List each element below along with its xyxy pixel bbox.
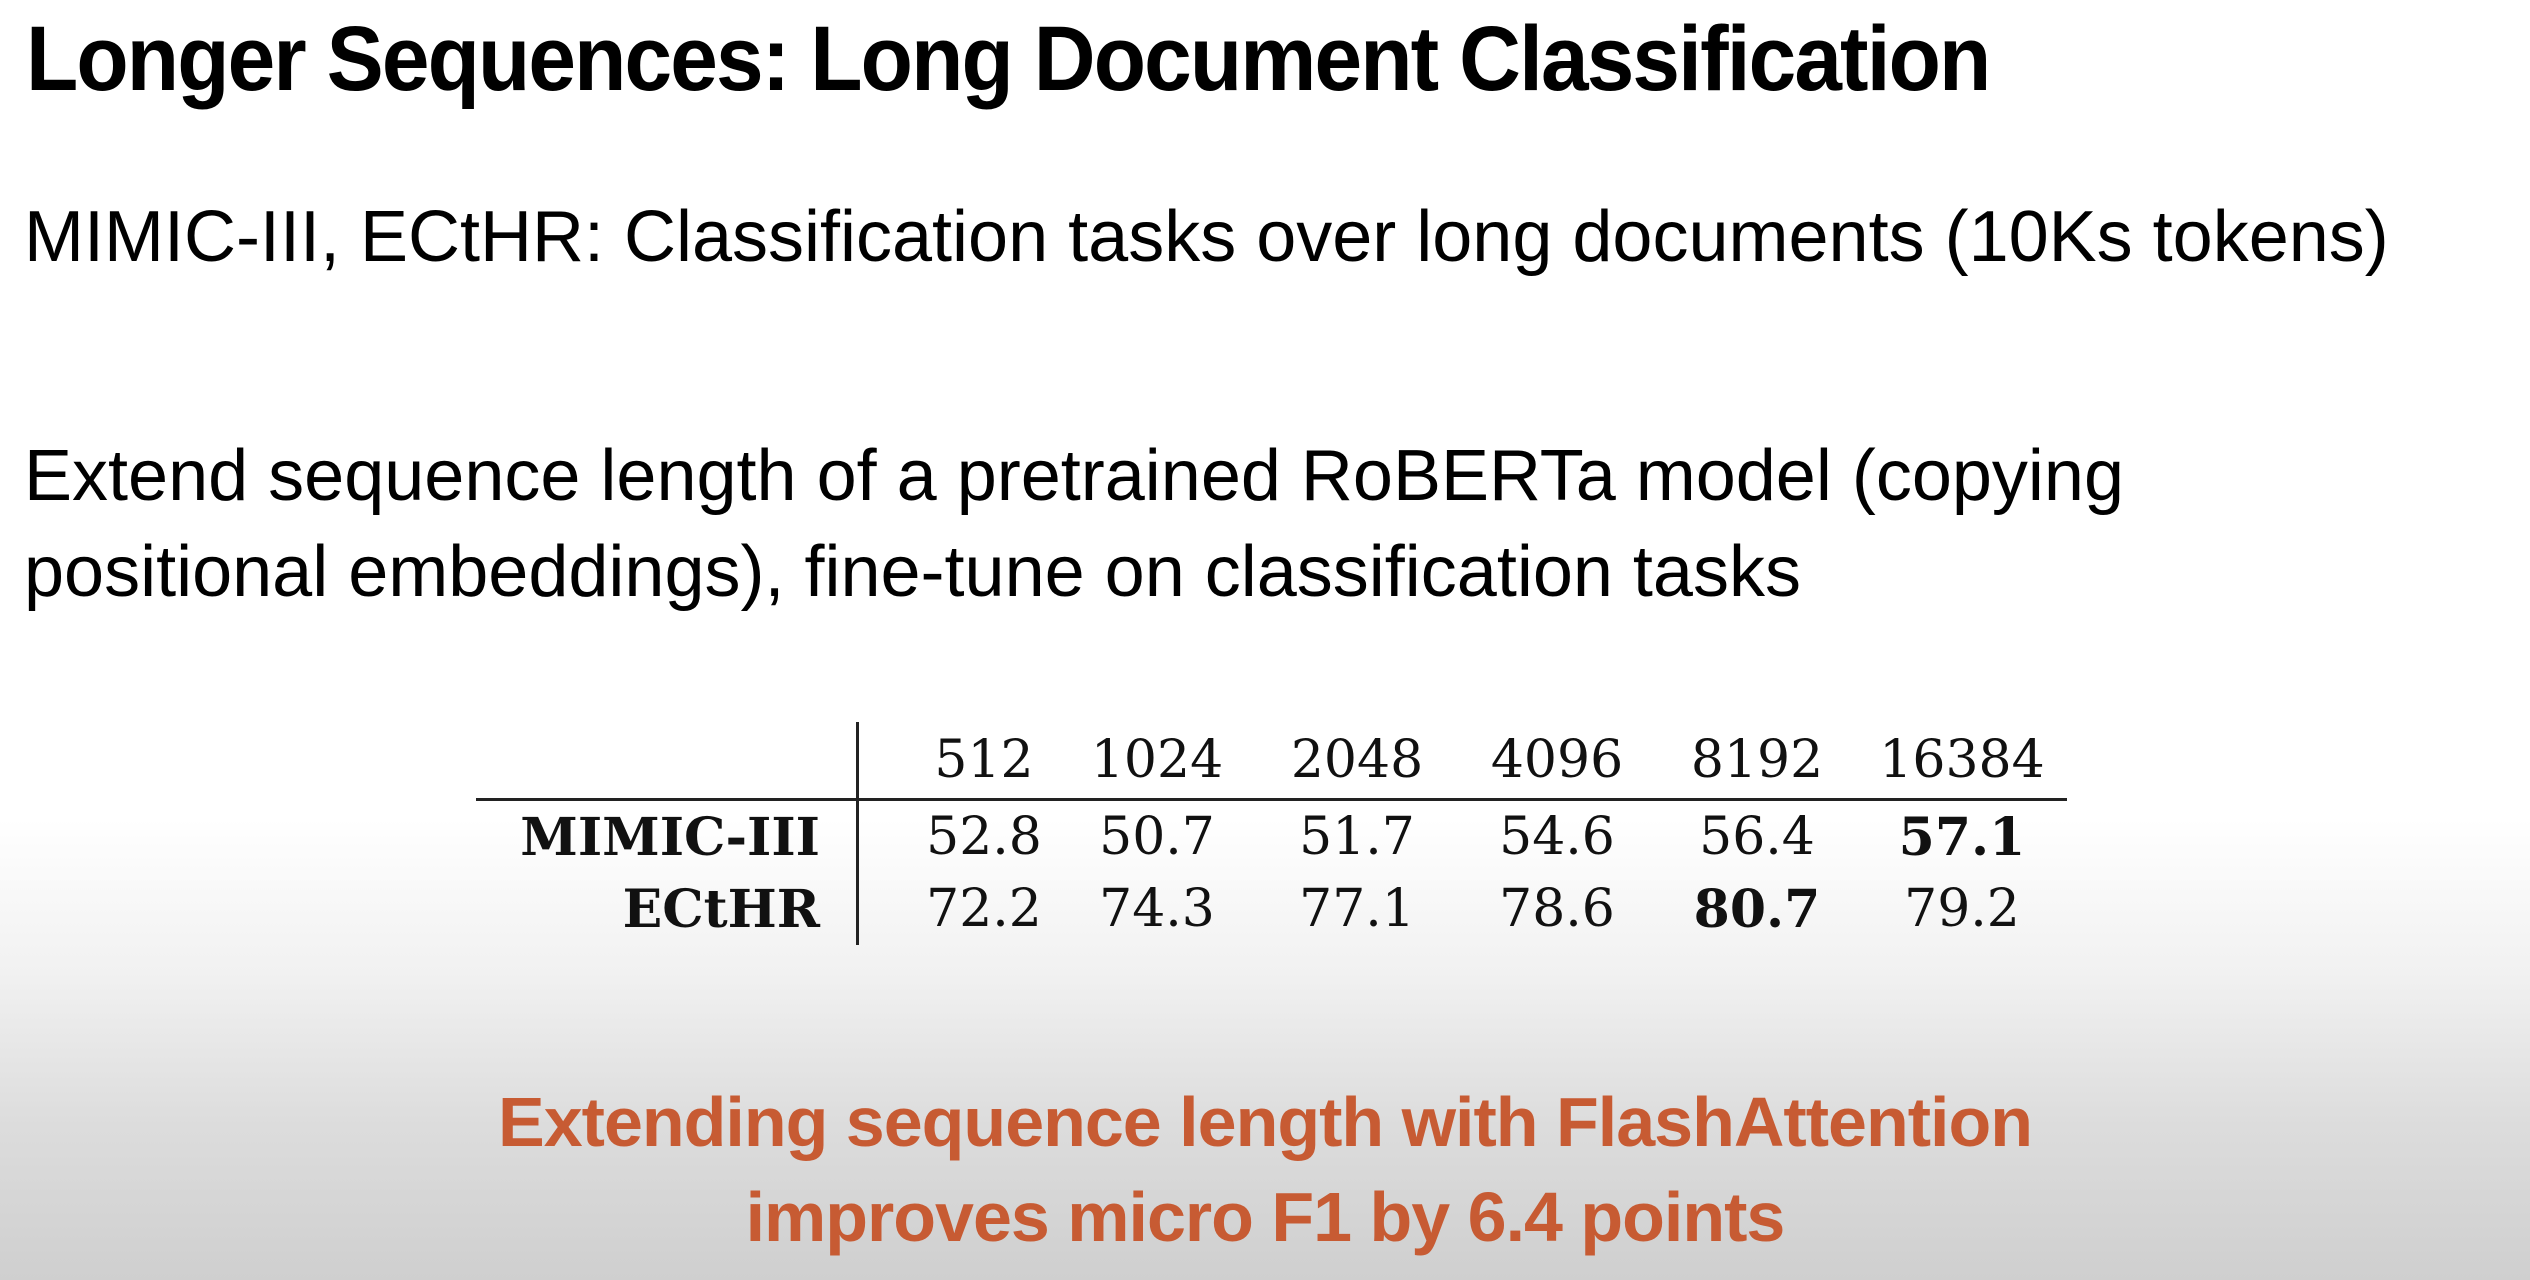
- table-cell: 50.7: [1099, 807, 1215, 867]
- table-cell: 51.7: [1299, 807, 1415, 867]
- method-description-line-2: positional embeddings), fine-tune on cla…: [24, 532, 1801, 612]
- table-cell: 77.1: [1299, 879, 1415, 939]
- column-header: 8192: [1657, 722, 1857, 801]
- column-header: 4096: [1457, 722, 1657, 801]
- table-row-mimic: MIMIC-III 52.8 50.7 51.7 54.6 56.4 57.1: [476, 799, 2067, 873]
- results-table: 512 1024 2048 4096 8192 16384 MIMIC-III …: [476, 722, 2067, 945]
- method-description: Extend sequence length of a pretrained R…: [24, 428, 2124, 620]
- table-separator: [856, 799, 911, 873]
- table-cell: 54.6: [1499, 807, 1615, 867]
- slide-title: Longer Sequences: Long Document Classifi…: [26, 8, 1991, 110]
- table-header-row: 512 1024 2048 4096 8192 16384: [476, 722, 2067, 801]
- row-label: ECtHR: [622, 878, 820, 940]
- table-row-ecthr: ECtHR 72.2 74.3 77.1 78.6 80.7 79.2: [476, 873, 2067, 945]
- table-separator: [856, 722, 911, 801]
- callout-line-1: Extending sequence length with FlashAtte…: [498, 1083, 2033, 1161]
- table-cell: 72.2: [926, 879, 1042, 939]
- row-label: MIMIC-III: [520, 806, 820, 868]
- result-callout: Extending sequence length with FlashAtte…: [0, 1075, 2530, 1265]
- table-cell: 78.6: [1499, 879, 1615, 939]
- table-separator: [856, 873, 911, 945]
- table-corner: [476, 722, 858, 801]
- method-description-line-1: Extend sequence length of a pretrained R…: [24, 436, 2124, 516]
- table-cell-best: 80.7: [1693, 878, 1821, 940]
- column-header: 2048: [1257, 722, 1457, 801]
- column-header: 1024: [1057, 722, 1257, 801]
- column-header: 16384: [1857, 722, 2067, 801]
- task-description: MIMIC-III, ECtHR: Classification tasks o…: [24, 197, 2389, 277]
- column-header: 512: [911, 722, 1057, 801]
- callout-line-2: improves micro F1 by 6.4 points: [745, 1178, 1786, 1256]
- table-cell: 56.4: [1699, 807, 1815, 867]
- table-cell: 52.8: [926, 807, 1042, 867]
- table-cell: 74.3: [1099, 879, 1215, 939]
- table-cell: 79.2: [1904, 879, 2020, 939]
- table-cell-best: 57.1: [1898, 806, 2026, 868]
